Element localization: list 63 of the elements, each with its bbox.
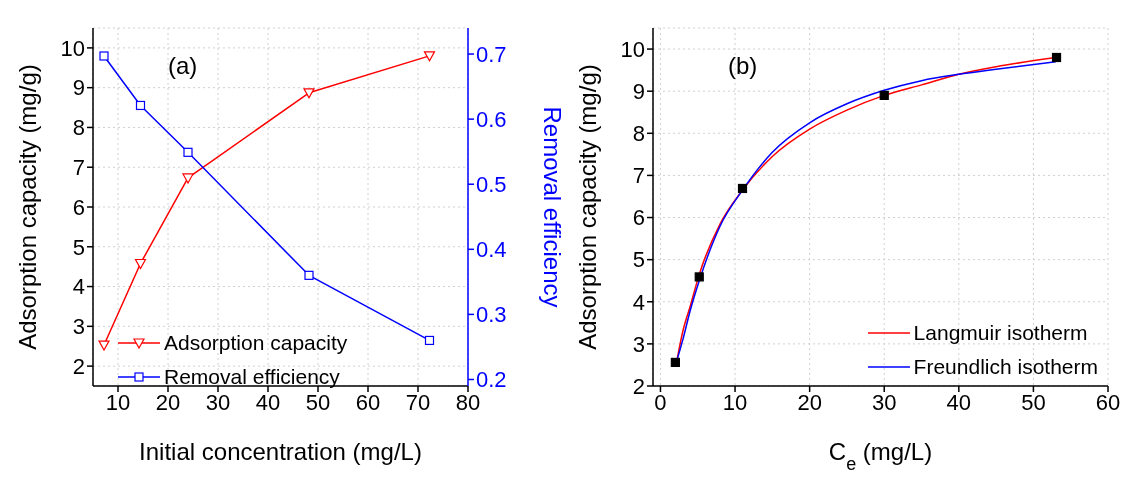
- point: [424, 335, 435, 346]
- x-tick-label: 50: [1021, 389, 1046, 415]
- legend-label: Freundlich isotherm: [913, 355, 1098, 379]
- point: [1051, 52, 1062, 63]
- annotation: (b): [728, 52, 758, 80]
- x-tick-label: 30: [871, 389, 897, 415]
- point: [670, 357, 680, 368]
- x-tick-label: 40: [255, 389, 281, 415]
- y2-tick-label: 0.3: [476, 302, 507, 328]
- point: [304, 270, 314, 280]
- y-tick-label: 9: [72, 75, 85, 101]
- y-tick-label: 9: [632, 78, 645, 104]
- y2-tick-label: 0.7: [476, 41, 507, 67]
- y-tick-label: 2: [72, 353, 85, 379]
- y-tick-label: 3: [72, 314, 85, 340]
- y-tick-label: 2: [632, 373, 645, 399]
- point: [737, 183, 748, 194]
- x-tick-label: 10: [722, 389, 748, 415]
- x-tick-label: 30: [205, 389, 231, 415]
- point: [182, 173, 194, 184]
- legend-label: Langmuir isotherm: [913, 321, 1088, 345]
- x-tick-label: 0: [654, 389, 667, 415]
- y-tick-label: 7: [632, 163, 645, 189]
- x-tick-label: 40: [946, 389, 972, 415]
- y-tick-label: 6: [632, 205, 645, 231]
- y2-tick-label: 0.4: [476, 237, 507, 263]
- y-tick-label: 3: [632, 331, 645, 357]
- x-tick-label: 10: [105, 389, 131, 415]
- point: [423, 51, 436, 62]
- y-tick-label: 8: [72, 115, 85, 141]
- y-tick-label: 6: [72, 194, 85, 220]
- y2-tick-label: 0.6: [476, 106, 507, 132]
- y-tick-label: 5: [632, 247, 645, 273]
- x-tick-label: 20: [155, 389, 181, 415]
- y-tick-label: 4: [632, 289, 645, 315]
- point: [99, 51, 109, 61]
- x-tick-label: 20: [797, 389, 822, 415]
- point: [303, 88, 315, 99]
- x-tick-label: 60: [1095, 389, 1121, 415]
- y-tick-label: 4: [72, 274, 85, 300]
- x-tick-label: 70: [405, 389, 431, 415]
- point: [134, 258, 147, 270]
- legend-label: Removal efficiency: [164, 365, 340, 389]
- point: [694, 272, 704, 282]
- point: [98, 340, 110, 351]
- y2-tick-label: 0.5: [476, 172, 507, 198]
- y-tick-label: 7: [72, 155, 85, 181]
- y2-axis-title: Removal efficiency: [539, 106, 566, 308]
- y-tick-label: 10: [620, 36, 645, 62]
- x-tick-label: 50: [305, 389, 331, 415]
- x-axis-title: C$_{e}$ (mg/L): [828, 438, 933, 474]
- y-axis-title: Adsorption capacity (mg/g): [14, 64, 41, 350]
- y-tick-label: 10: [60, 35, 85, 61]
- point: [879, 90, 889, 100]
- y-tick-label: 8: [632, 121, 645, 147]
- annotation: (a): [168, 52, 198, 80]
- legend-label: Adsorption capacity: [164, 331, 348, 355]
- point: [135, 100, 146, 111]
- y-tick-label: 5: [72, 234, 85, 260]
- x-tick-label: 60: [355, 389, 381, 415]
- y-axis-title: Adsorption capacity (mg/g): [574, 64, 601, 350]
- point: [183, 147, 193, 157]
- x-axis-title: Initial concentration (mg/L): [139, 438, 422, 465]
